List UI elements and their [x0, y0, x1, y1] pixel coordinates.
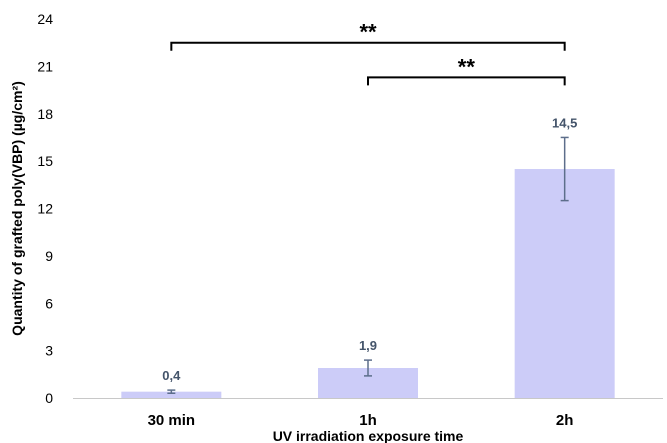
significance-label: **: [359, 20, 377, 45]
significance-label: **: [458, 54, 476, 79]
significance-bracket: [170, 41, 566, 51]
significance-brackets: ** **: [170, 20, 566, 86]
y-axis-ticks: 0 3 6 9 12 15 18 21 24: [37, 11, 53, 406]
y-tick-label: 9: [45, 248, 53, 264]
y-tick-label: 6: [45, 295, 53, 311]
data-label: 0,4: [162, 368, 181, 383]
x-axis-ticks: 30 min 1h 2h: [148, 412, 574, 429]
x-axis-title: UV irradiation exposure time: [273, 428, 464, 443]
bar: [514, 169, 615, 398]
y-tick-label: 15: [37, 153, 53, 169]
y-tick-label: 0: [45, 390, 53, 406]
x-tick-label: 2h: [556, 412, 574, 429]
y-tick-label: 18: [37, 106, 53, 122]
bars-group: [121, 169, 615, 398]
data-labels-group: 0,4 1,9 14,5: [162, 115, 577, 383]
y-tick-label: 21: [37, 58, 53, 74]
y-tick-label: 24: [37, 11, 53, 27]
y-tick-label: 12: [37, 201, 53, 217]
y-axis-title: Quantity of grafted poly(VBP) (µg/cm²): [9, 81, 25, 336]
x-tick-label: 30 min: [148, 412, 196, 429]
data-label: 1,9: [359, 338, 377, 353]
error-bars-group: [167, 136, 569, 395]
y-tick-label: 3: [45, 343, 53, 359]
data-label: 14,5: [552, 115, 577, 130]
significance-bracket: [367, 76, 566, 86]
bar: [121, 391, 222, 398]
x-tick-label: 1h: [359, 412, 377, 429]
